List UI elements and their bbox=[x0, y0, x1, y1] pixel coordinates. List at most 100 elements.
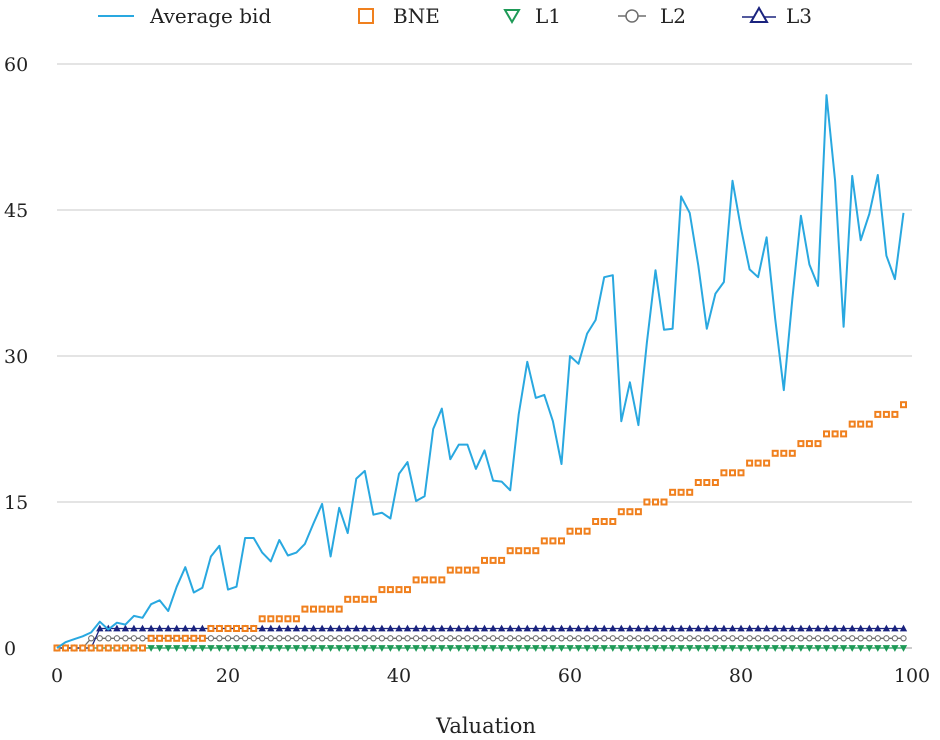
point-l1-38 bbox=[378, 645, 386, 652]
point-l1-41 bbox=[403, 645, 412, 652]
point-l1-80 bbox=[737, 645, 745, 652]
point-l2-21 bbox=[233, 635, 240, 642]
point-bne-27 bbox=[284, 615, 292, 623]
point-l2-54 bbox=[515, 635, 522, 642]
series-l3 bbox=[53, 624, 908, 651]
point-l3-73 bbox=[677, 624, 685, 632]
point-l1-69 bbox=[643, 645, 651, 652]
point-bne-16 bbox=[190, 634, 198, 642]
point-bne-25 bbox=[267, 615, 275, 623]
point-l3-87 bbox=[797, 624, 805, 632]
point-l2-65 bbox=[609, 635, 616, 642]
point-l1-24 bbox=[258, 645, 266, 652]
point-l2-97 bbox=[883, 635, 890, 642]
series-l1 bbox=[53, 645, 908, 652]
point-l2-72 bbox=[669, 635, 676, 642]
point-bne-70 bbox=[652, 498, 659, 506]
point-l2-69 bbox=[643, 635, 651, 642]
point-bne-29 bbox=[301, 605, 309, 613]
point-l2-28 bbox=[293, 635, 300, 642]
point-l3-46 bbox=[446, 624, 454, 632]
point-l3-91 bbox=[831, 624, 839, 632]
point-l1-71 bbox=[660, 645, 668, 652]
point-l3-50 bbox=[480, 624, 489, 632]
point-bne-55 bbox=[523, 547, 531, 555]
point-bne-44 bbox=[429, 576, 437, 584]
legend-swatch-l2 bbox=[625, 9, 639, 23]
point-bne-95 bbox=[865, 420, 873, 428]
point-l1-14 bbox=[173, 645, 181, 652]
point-l1-20 bbox=[224, 645, 232, 652]
point-bne-32 bbox=[327, 605, 335, 613]
point-l3-35 bbox=[352, 624, 360, 632]
point-bne-99 bbox=[900, 401, 907, 409]
point-l1-96 bbox=[874, 645, 882, 652]
point-bne-5 bbox=[96, 644, 104, 652]
point-l3-32 bbox=[326, 624, 335, 632]
point-l2-7 bbox=[113, 635, 121, 642]
point-bne-85 bbox=[780, 449, 788, 457]
point-l2-53 bbox=[507, 635, 514, 642]
point-l2-75 bbox=[695, 635, 702, 642]
point-l1-40 bbox=[395, 645, 403, 652]
point-l3-34 bbox=[344, 624, 352, 632]
point-bne-63 bbox=[592, 518, 600, 525]
point-l1-76 bbox=[703, 645, 711, 652]
point-l2-92 bbox=[840, 635, 847, 642]
point-l1-51 bbox=[489, 645, 497, 652]
point-l2-41 bbox=[404, 635, 411, 642]
point-l3-57 bbox=[540, 624, 548, 632]
point-bne-4 bbox=[87, 644, 95, 652]
legend-swatch-l1 bbox=[503, 9, 521, 24]
point-bne-96 bbox=[874, 410, 882, 418]
point-bne-14 bbox=[173, 634, 181, 642]
series-bne bbox=[53, 401, 907, 652]
point-l2-10 bbox=[139, 635, 146, 642]
point-l2-49 bbox=[472, 635, 480, 642]
point-l3-97 bbox=[882, 624, 891, 632]
point-bne-42 bbox=[412, 576, 420, 584]
point-l3-75 bbox=[694, 624, 702, 632]
point-l1-74 bbox=[686, 645, 694, 652]
point-l1-26 bbox=[275, 645, 283, 652]
point-bne-88 bbox=[805, 440, 813, 448]
point-l2-67 bbox=[626, 635, 634, 642]
point-l3-33 bbox=[335, 624, 343, 632]
x-axis-title: Valuation bbox=[435, 714, 536, 738]
point-l1-31 bbox=[318, 645, 326, 652]
point-l3-14 bbox=[173, 624, 181, 632]
point-l3-15 bbox=[181, 624, 189, 632]
point-bne-91 bbox=[831, 430, 839, 438]
point-l3-49 bbox=[472, 624, 480, 632]
point-l3-45 bbox=[438, 624, 446, 632]
point-bne-22 bbox=[241, 625, 249, 632]
point-l2-27 bbox=[284, 635, 292, 642]
point-l3-31 bbox=[318, 624, 326, 632]
y-tick-label-45: 45 bbox=[4, 200, 28, 222]
point-l2-82 bbox=[754, 635, 762, 642]
point-l2-52 bbox=[498, 635, 505, 642]
point-bne-2 bbox=[70, 644, 78, 652]
legend-label-l2: L2 bbox=[660, 4, 686, 28]
point-bne-46 bbox=[446, 566, 454, 574]
point-l3-67 bbox=[626, 624, 634, 632]
point-l2-60 bbox=[566, 635, 574, 642]
point-bne-53 bbox=[506, 547, 514, 555]
point-l3-94 bbox=[857, 624, 865, 632]
y-tick-label-15: 15 bbox=[4, 492, 28, 514]
point-l3-10 bbox=[138, 624, 147, 632]
point-l1-27 bbox=[284, 645, 292, 652]
point-l1-30 bbox=[309, 645, 318, 652]
point-bne-84 bbox=[771, 449, 779, 457]
point-l2-46 bbox=[447, 635, 454, 642]
point-bne-86 bbox=[788, 449, 796, 457]
point-l3-11 bbox=[147, 624, 155, 632]
point-l1-84 bbox=[771, 645, 779, 652]
point-l2-73 bbox=[677, 635, 685, 642]
x-tick-label-20: 20 bbox=[216, 665, 240, 687]
point-l2-18 bbox=[207, 635, 215, 642]
point-bne-9 bbox=[130, 644, 138, 652]
series-line-average-bid bbox=[56, 94, 905, 649]
point-l1-54 bbox=[515, 645, 523, 652]
point-bne-97 bbox=[882, 410, 890, 418]
